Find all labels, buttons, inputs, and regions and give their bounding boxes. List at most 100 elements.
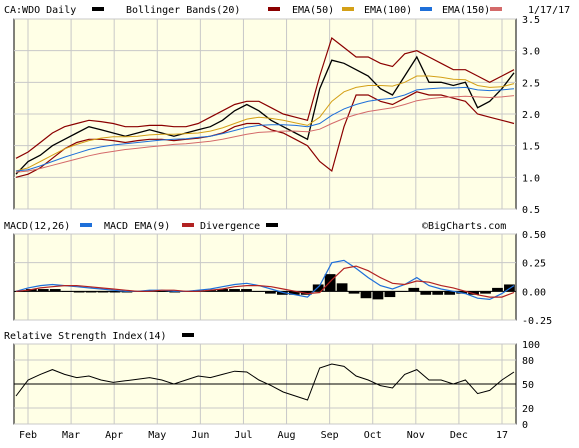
x-tick-6: Aug [278, 430, 296, 441]
series-line-price-ema50 [15, 75, 515, 172]
divergence-bar-30 [372, 291, 384, 300]
x-tick-7: Sep [321, 430, 339, 441]
divergence-bar-32 [396, 291, 408, 292]
divergence-bar-28 [348, 291, 360, 294]
rsi-series [15, 363, 515, 401]
legend-swatch-bollinger [268, 7, 280, 11]
series-line-price-price [15, 55, 515, 175]
divergence-bar-29 [360, 291, 372, 299]
x-tick-3: May [148, 430, 166, 441]
watermark: ©BigCharts.com [422, 221, 506, 232]
legend-label-ema150: EMA(150) [442, 5, 490, 16]
rsi-legend: Relative Strength Index(14) [4, 331, 194, 342]
y-tick-macd-0: -0.25 [522, 316, 552, 327]
date-label: 1/17/17 [528, 5, 570, 16]
macd-y-axis: -0.25 0.00 0.25 0.50 [522, 230, 552, 327]
divergence-bar-4 [61, 291, 73, 292]
series-line-macd-macd [15, 259, 515, 301]
x-tick-0: Feb [19, 430, 37, 441]
divergence-bar-21 [265, 291, 276, 294]
divergence-bar-6 [85, 291, 97, 293]
symbol-label: CA:WDO Daily [4, 5, 76, 16]
x-tick-2: Apr [105, 430, 123, 441]
divergence-bar-31 [384, 291, 396, 298]
x-axis: Feb Mar Apr May Jun Jul Aug Sep Oct Nov Dec 17 [19, 430, 508, 441]
legend-swatch-ema150 [490, 7, 502, 11]
divergence-bar-34 [420, 291, 432, 295]
divergence-bar-2 [37, 289, 49, 292]
divergence-bar-41 [504, 284, 515, 292]
rsi-grid [14, 343, 516, 425]
series-line-rsi-rsi [15, 363, 515, 401]
divergence-bar-36 [444, 291, 456, 295]
legend-swatch-divergence [266, 223, 278, 227]
legend-label-macd-ema: MACD EMA(9) [104, 221, 170, 232]
series-line-price-bb_upper [15, 36, 515, 159]
x-tick-1: Mar [62, 430, 80, 441]
legend-label-rsi: Relative Strength Index(14) [4, 331, 167, 342]
divergence-bar-26 [324, 274, 336, 292]
price-legend: CA:WDO Daily Bollinger Bands(20) EMA(50)… [4, 5, 570, 16]
rsi-y-axis: 0 20 50 80 100 [522, 340, 540, 431]
macd-legend: MACD(12,26) MACD EMA(9) Divergence ©BigC… [4, 221, 506, 232]
series-line-price-ema100 [15, 86, 515, 172]
divergence-bar-20 [253, 291, 264, 292]
y-tick-rsi-2: 50 [522, 380, 534, 391]
legend-swatch-ema50 [342, 7, 354, 11]
y-tick-price-3: 2.0 [522, 110, 540, 121]
divergence-bar-9 [121, 291, 133, 293]
series-line-price-bb_lower [15, 91, 515, 178]
series-line-macd-signal [15, 265, 515, 298]
legend-swatch-symbol [92, 7, 104, 11]
divergence-bar-39 [480, 291, 491, 294]
y-tick-price-5: 3.0 [522, 47, 540, 58]
price-grid [14, 18, 516, 210]
divergence-bar-7 [97, 291, 109, 293]
x-tick-8: Oct [364, 430, 382, 441]
y-tick-price-0: 0.5 [522, 205, 540, 216]
legend-swatch-ema100 [420, 7, 432, 11]
divergence-bar-5 [73, 291, 85, 293]
y-tick-macd-2: 0.25 [522, 259, 546, 270]
y-tick-rsi-4: 100 [522, 340, 540, 351]
y-tick-macd-1: 0.00 [522, 287, 546, 298]
divergence-bar-18 [229, 289, 240, 292]
x-tick-10: Dec [450, 430, 468, 441]
y-tick-price-6: 3.5 [522, 15, 540, 26]
divergence-bar-13 [169, 291, 181, 293]
y-tick-rsi-1: 20 [522, 404, 534, 415]
legend-label-ema100: EMA(100) [364, 5, 412, 16]
series-line-price-ema150 [15, 95, 515, 173]
macd-series [14, 259, 515, 301]
legend-swatch-rsi [182, 333, 194, 337]
x-tick-5: Jul [234, 430, 252, 441]
divergence-bar-8 [109, 291, 121, 293]
y-tick-price-1: 1.0 [522, 173, 540, 184]
divergence-bar-19 [241, 289, 252, 292]
legend-label-macd: MACD(12,26) [4, 221, 70, 232]
macd-panel [13, 233, 517, 321]
y-tick-price-4: 2.5 [522, 78, 540, 89]
divergence-bar-3 [49, 289, 61, 292]
divergence-bar-33 [408, 287, 420, 292]
legend-swatch-macd-ema [182, 223, 194, 227]
y-tick-macd-3: 0.50 [522, 230, 546, 241]
divergence-bar-40 [492, 287, 503, 292]
divergence-bar-25 [312, 284, 324, 292]
divergence-bar-35 [432, 291, 444, 295]
y-tick-price-2: 1.5 [522, 142, 540, 153]
divergence-bar-17 [217, 289, 228, 292]
divergence-bar-12 [157, 291, 169, 292]
y-tick-rsi-0: 0 [522, 420, 528, 431]
x-tick-4: Jun [191, 430, 209, 441]
legend-swatch-macd [80, 223, 92, 227]
legend-label-bollinger: Bollinger Bands(20) [126, 5, 240, 16]
legend-label-ema50: EMA(50) [292, 5, 334, 16]
legend-label-divergence: Divergence [200, 221, 260, 232]
divergence-bar-22 [276, 291, 288, 295]
divergence-bar-23 [288, 291, 300, 295]
y-tick-rsi-3: 80 [522, 356, 534, 367]
price-y-axis: 0.5 1.0 1.5 2.0 2.5 3.0 3.5 [522, 15, 540, 216]
x-tick-9: Nov [407, 430, 425, 441]
x-tick-11: 17 [496, 430, 508, 441]
